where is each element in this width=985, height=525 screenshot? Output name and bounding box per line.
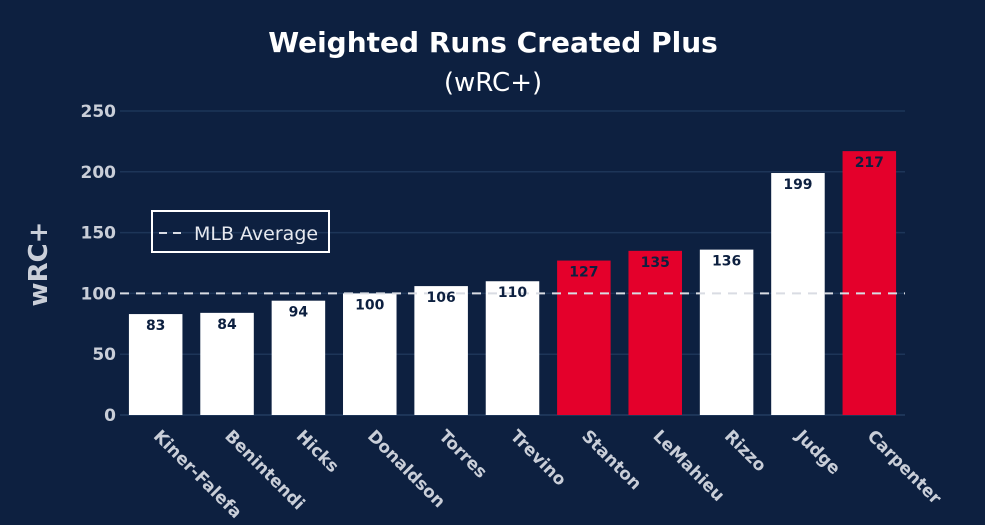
data-label-torres: 106 xyxy=(427,290,456,306)
bar-donaldson xyxy=(343,293,397,415)
data-label-rizzo: 136 xyxy=(712,254,741,270)
bar-hicks xyxy=(271,300,326,415)
bar-lemahieu xyxy=(628,250,682,415)
bar-benintendi xyxy=(200,312,254,415)
bar-rizzo xyxy=(699,249,754,415)
legend-box xyxy=(151,210,330,253)
y-axis-label: wRC+ xyxy=(24,222,54,307)
bar-torres xyxy=(414,286,468,415)
chart-title: Weighted Runs Created Plus xyxy=(268,26,718,59)
y-axis-ticks: 0 50 100 150 200 250 xyxy=(81,102,117,426)
data-label-lemahieu: 135 xyxy=(641,255,670,271)
y-tick-label: 50 xyxy=(92,345,116,365)
data-label-judge: 199 xyxy=(783,177,812,193)
bar-stanton xyxy=(557,260,611,415)
y-tick-label: 0 xyxy=(104,406,116,426)
y-tick-label: 150 xyxy=(81,224,117,244)
legend-label: MLB Average xyxy=(194,223,318,245)
bar-carpenter xyxy=(842,151,897,416)
bars xyxy=(128,151,897,416)
data-label-hicks: 94 xyxy=(289,305,309,321)
y-tick-label: 100 xyxy=(81,284,117,304)
data-label-benintendi: 84 xyxy=(217,317,237,333)
bar-trevino xyxy=(485,281,540,415)
data-label-kiner-falefa: 83 xyxy=(146,318,165,334)
data-label-stanton: 127 xyxy=(569,265,598,281)
data-label-trevino: 110 xyxy=(498,285,527,301)
bar-kiner-falefa xyxy=(128,314,183,415)
legend: MLB Average xyxy=(151,210,330,253)
data-labels: 83 84 94 100 106 110 127 135 136 199 217 xyxy=(146,155,884,334)
chart-subtitle: (wRC+) xyxy=(444,68,542,98)
y-tick-label: 250 xyxy=(81,102,117,122)
data-label-carpenter: 217 xyxy=(855,155,884,171)
y-tick-label: 200 xyxy=(81,163,117,183)
data-label-donaldson: 100 xyxy=(355,297,384,313)
